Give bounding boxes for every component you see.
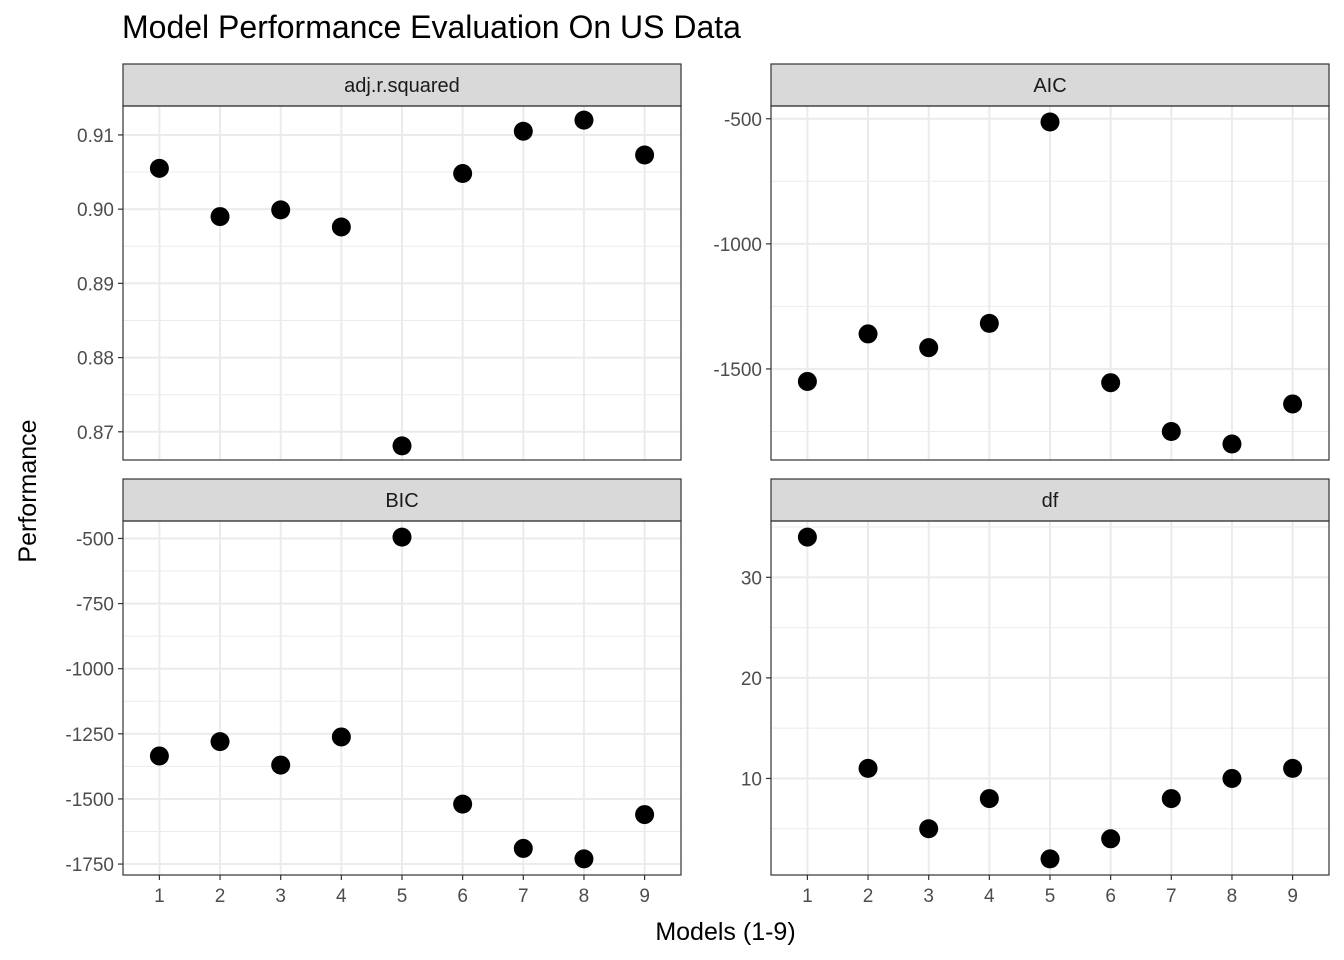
strip-background xyxy=(770,478,1330,522)
x-tick-label: 1 xyxy=(802,886,813,907)
y-tick-label: -500 xyxy=(724,110,762,131)
data-point xyxy=(513,121,533,141)
x-tick-label: 4 xyxy=(984,886,995,907)
y-tick-label: 30 xyxy=(741,568,762,589)
data-point xyxy=(271,200,291,220)
data-point xyxy=(331,217,351,237)
facet-df: df 10 20 30 1 2 3 4 5 6 7 8 9 xyxy=(741,478,1330,907)
facet-aic: AIC -1500 -1000 -500 xyxy=(713,63,1330,461)
data-point xyxy=(574,849,594,869)
data-point xyxy=(210,207,230,227)
x-tick-label: 2 xyxy=(215,886,226,907)
y-tick-label: -1500 xyxy=(713,360,762,381)
data-point xyxy=(513,838,533,858)
data-point xyxy=(979,313,999,333)
y-tick-label: 10 xyxy=(741,769,762,790)
data-point xyxy=(919,819,939,839)
data-point xyxy=(919,338,939,358)
facet-adj-r-squared: adj.r.squared 0.87 0.88 0.89 0.90 0.91 xyxy=(77,63,682,461)
data-point xyxy=(1040,849,1060,869)
data-point xyxy=(1040,112,1060,132)
data-point xyxy=(1161,421,1181,441)
data-point xyxy=(271,755,291,775)
y-axis-title: Performance xyxy=(14,419,42,562)
data-point xyxy=(797,371,817,391)
data-point xyxy=(635,805,655,825)
facet-bic: BIC -1750 -1500 -1250 -1000 -750 -500 1 2 3 4 5 6 7 8 9 xyxy=(65,478,682,907)
strip-background xyxy=(770,63,1330,107)
y-tick-label: -500 xyxy=(76,529,114,550)
strip-background xyxy=(122,478,682,522)
x-tick-label: 1 xyxy=(154,886,165,907)
y-tick-label: -1000 xyxy=(713,235,762,256)
data-point xyxy=(1222,768,1242,788)
strip-label: df xyxy=(1042,490,1059,512)
data-point xyxy=(979,789,999,809)
x-tick-label: 7 xyxy=(518,886,529,907)
y-tick-label: 0.90 xyxy=(77,200,114,221)
data-point xyxy=(149,746,169,766)
data-point xyxy=(858,324,878,344)
data-point xyxy=(1101,829,1121,849)
data-point xyxy=(1283,394,1303,414)
data-point xyxy=(210,732,230,752)
y-tick-label: -1500 xyxy=(65,790,114,811)
facet-panels: adj.r.squared 0.87 0.88 0.89 0.90 0.91 AIC -150… xyxy=(65,63,1330,907)
data-point xyxy=(392,436,412,456)
x-tick-label: 6 xyxy=(1105,886,1116,907)
y-tick-label: -1000 xyxy=(65,660,114,681)
data-point xyxy=(1283,758,1303,778)
x-tick-label: 5 xyxy=(397,886,408,907)
data-point xyxy=(635,145,655,165)
x-tick-label: 3 xyxy=(923,886,934,907)
y-tick-label: -1250 xyxy=(65,725,114,746)
data-point xyxy=(392,527,412,547)
data-point xyxy=(797,527,817,547)
x-tick-label: 9 xyxy=(639,886,650,907)
x-axis-title: Models (1-9) xyxy=(655,918,795,946)
data-point xyxy=(149,158,169,178)
y-tick-label: 0.91 xyxy=(77,126,114,147)
data-point xyxy=(858,758,878,778)
x-tick-label: 8 xyxy=(579,886,590,907)
panel-border xyxy=(770,105,1330,461)
data-point xyxy=(1222,434,1242,454)
strip-background xyxy=(122,63,682,107)
x-tick-label: 3 xyxy=(275,886,286,907)
y-tick-label: 0.88 xyxy=(77,349,114,370)
y-tick-label: 0.89 xyxy=(77,274,114,295)
strip-label: BIC xyxy=(385,490,418,512)
x-tick-label: 5 xyxy=(1045,886,1056,907)
x-tick-label: 9 xyxy=(1287,886,1298,907)
data-point xyxy=(453,794,473,814)
y-tick-label: 20 xyxy=(741,669,762,690)
data-point xyxy=(1161,789,1181,809)
data-point xyxy=(331,727,351,747)
data-point xyxy=(453,164,473,184)
data-point xyxy=(1101,373,1121,393)
x-tick-label: 8 xyxy=(1227,886,1238,907)
y-tick-label: 0.87 xyxy=(77,423,114,444)
x-tick-label: 4 xyxy=(336,886,347,907)
x-tick-label: 2 xyxy=(863,886,874,907)
y-tick-label: -750 xyxy=(76,595,114,616)
chart-title: Model Performance Evaluation On US Data xyxy=(122,9,741,45)
data-point xyxy=(574,110,594,130)
strip-label: adj.r.squared xyxy=(344,75,460,97)
x-tick-label: 6 xyxy=(457,886,468,907)
strip-label: AIC xyxy=(1033,75,1066,97)
x-tick-label: 7 xyxy=(1166,886,1177,907)
y-tick-label: -1750 xyxy=(65,855,114,876)
